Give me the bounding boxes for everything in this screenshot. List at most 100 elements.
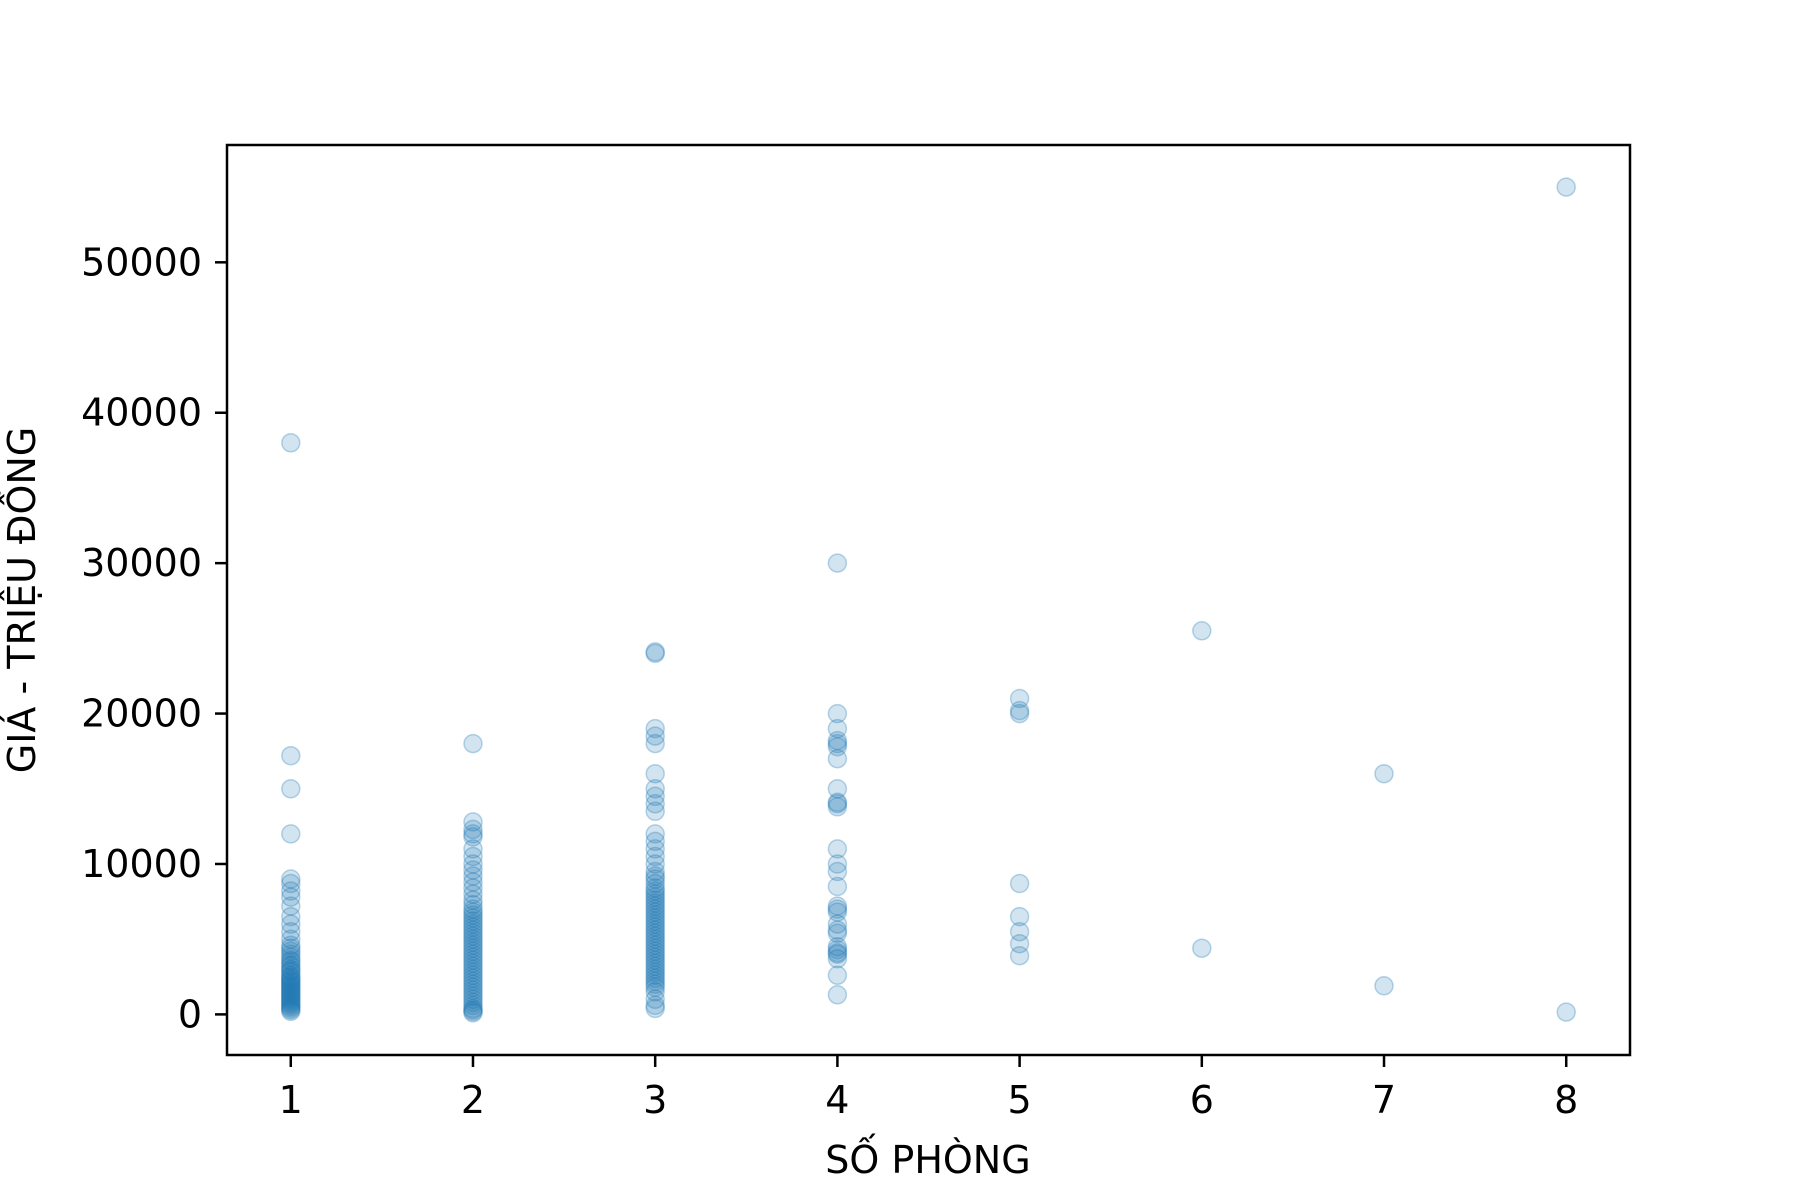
data-point xyxy=(281,980,301,1001)
data-point xyxy=(645,908,665,928)
data-point xyxy=(281,950,301,970)
x-tick-label: 8 xyxy=(1554,1078,1578,1122)
data-point xyxy=(281,986,301,1007)
data-point xyxy=(645,854,665,874)
data-point xyxy=(463,839,483,859)
data-point xyxy=(281,745,301,766)
data-point xyxy=(281,956,301,977)
data-point xyxy=(463,989,483,1010)
data-point xyxy=(463,947,483,967)
data-point xyxy=(645,944,665,964)
data-point xyxy=(463,974,483,995)
data-point xyxy=(463,1000,483,1020)
data-point xyxy=(827,792,848,813)
y-tick-label: 10000 xyxy=(81,842,202,886)
data-point xyxy=(463,995,483,1016)
data-point xyxy=(645,923,665,943)
data-point xyxy=(463,938,483,958)
data-point xyxy=(645,947,665,967)
data-point xyxy=(281,906,301,927)
data-point xyxy=(281,921,301,942)
data-point xyxy=(281,971,301,992)
data-point xyxy=(281,992,301,1013)
y-tick-label: 40000 xyxy=(81,391,202,435)
data-point xyxy=(645,794,665,814)
data-point xyxy=(281,965,301,986)
data-point xyxy=(463,926,483,946)
data-point xyxy=(281,977,301,998)
data-point xyxy=(281,896,301,916)
data-point xyxy=(645,779,665,799)
data-point xyxy=(645,962,665,983)
data-point xyxy=(463,959,483,980)
data-point xyxy=(463,902,483,922)
data-point xyxy=(827,902,848,922)
data-point xyxy=(281,914,301,934)
data-point xyxy=(463,899,483,919)
data-point xyxy=(827,876,848,897)
data-point xyxy=(281,433,301,453)
data-point xyxy=(463,956,483,977)
x-tick-label: 5 xyxy=(1008,1078,1032,1122)
data-point xyxy=(463,905,483,925)
data-point xyxy=(645,905,665,925)
data-point xyxy=(281,989,301,1010)
data-point xyxy=(281,988,301,1008)
data-point xyxy=(1374,763,1394,784)
data-point xyxy=(645,974,665,995)
data-point xyxy=(645,953,665,973)
data-point xyxy=(281,929,301,949)
data-point xyxy=(1009,873,1030,894)
data-point xyxy=(827,736,848,757)
data-point xyxy=(827,703,848,724)
data-point xyxy=(281,935,301,955)
data-point xyxy=(463,920,483,940)
data-point xyxy=(463,819,483,840)
data-point xyxy=(463,944,483,964)
data-point xyxy=(645,899,665,919)
data-point xyxy=(827,985,848,1005)
data-point xyxy=(281,982,301,1002)
data-point xyxy=(463,983,483,1004)
data-point xyxy=(827,936,848,957)
data-point xyxy=(281,991,301,1011)
data-point xyxy=(281,944,301,964)
data-point xyxy=(1192,938,1212,958)
data-point xyxy=(1009,703,1030,724)
data-point xyxy=(463,923,483,943)
data-point xyxy=(645,726,665,746)
data-point xyxy=(645,869,665,889)
data-point xyxy=(827,553,848,573)
data-point xyxy=(1009,906,1030,927)
data-point xyxy=(463,950,483,970)
data-point xyxy=(827,899,848,919)
data-point xyxy=(645,893,665,913)
data-point xyxy=(281,881,301,901)
data-point xyxy=(463,986,483,1007)
data-point xyxy=(827,948,848,969)
data-point xyxy=(1556,1002,1576,1022)
data-point xyxy=(645,935,665,955)
plot-frame xyxy=(225,143,1632,1057)
data-point xyxy=(281,997,301,1017)
data-point xyxy=(827,797,848,817)
data-point xyxy=(463,1001,483,1022)
data-point xyxy=(645,718,665,739)
data-point xyxy=(281,967,301,987)
data-point xyxy=(645,878,665,898)
data-point xyxy=(1374,976,1394,996)
data-point xyxy=(645,932,665,952)
data-point xyxy=(645,950,665,970)
data-point xyxy=(463,884,483,904)
data-point xyxy=(281,1000,301,1020)
data-point xyxy=(645,929,665,949)
data-point xyxy=(827,861,848,882)
data-point xyxy=(463,932,483,952)
data-point xyxy=(281,994,301,1014)
data-point xyxy=(827,733,848,754)
data-point xyxy=(827,939,848,960)
y-tick-label: 30000 xyxy=(81,541,202,585)
data-point xyxy=(463,894,483,915)
data-point xyxy=(463,824,483,844)
data-point xyxy=(645,956,665,977)
